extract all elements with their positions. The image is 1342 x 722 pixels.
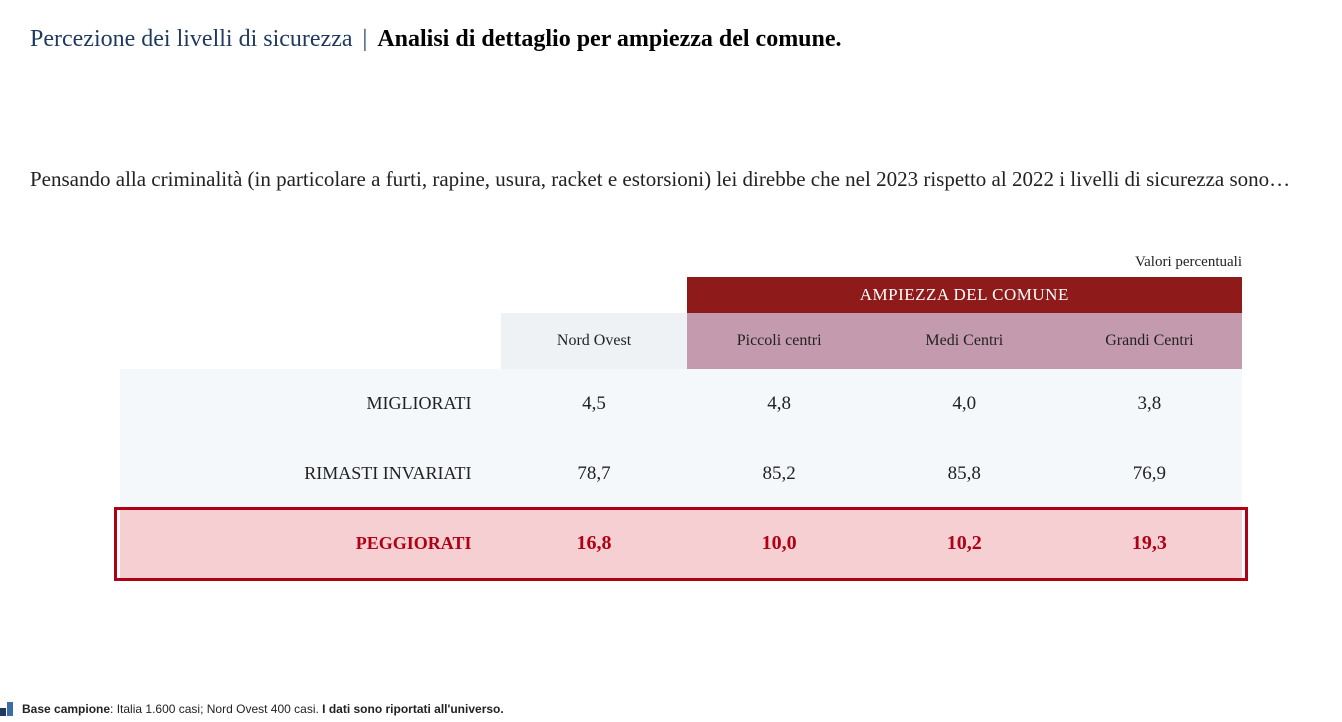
row-label: MIGLIORATI (120, 369, 501, 439)
table-cell: 10,0 (687, 509, 872, 579)
table-cell: 10,2 (872, 509, 1057, 579)
table-row: RIMASTI INVARIATI 78,7 85,2 85,8 76,9 (120, 439, 1242, 509)
row-label: RIMASTI INVARIATI (120, 439, 501, 509)
slide-title: Percezione dei livelli di sicurezza | An… (30, 24, 1312, 55)
table-cell: 85,2 (687, 439, 872, 509)
column-header: Nord Ovest (501, 313, 686, 369)
table-cell: 76,9 (1057, 439, 1242, 509)
super-header-banner: AMPIEZZA DEL COMUNE (687, 277, 1242, 313)
table-row: MIGLIORATI 4,5 4,8 4,0 3,8 (120, 369, 1242, 439)
table-cell: 78,7 (501, 439, 686, 509)
footer-bold-2: I dati sono riportati all'universo. (322, 702, 504, 716)
survey-question: Pensando alla criminalità (in particolar… (0, 165, 1342, 193)
column-header: Grandi Centri (1057, 313, 1242, 369)
footer-text: Base campione: Italia 1.600 casi; Nord O… (22, 702, 504, 716)
table-cell: 4,8 (687, 369, 872, 439)
table-cell: 4,0 (872, 369, 1057, 439)
super-header-spacer (120, 277, 501, 313)
units-label: Valori percentuali (0, 254, 1342, 271)
column-header: Piccoli centri (687, 313, 872, 369)
table-cell: 85,8 (872, 439, 1057, 509)
data-table-wrap: AMPIEZZA DEL COMUNE Nord Ovest Piccoli c… (0, 277, 1342, 579)
footer-logo-icon (0, 700, 16, 716)
footer-mid: : Italia 1.600 casi; Nord Ovest 400 casi… (110, 702, 322, 716)
table-column-header-row: Nord Ovest Piccoli centri Medi Centri Gr… (120, 313, 1242, 369)
table-cell: 3,8 (1057, 369, 1242, 439)
row-label: PEGGIORATI (120, 509, 501, 579)
table-cell: 4,5 (501, 369, 686, 439)
data-table: AMPIEZZA DEL COMUNE Nord Ovest Piccoli c… (120, 277, 1242, 579)
table-super-header-row: AMPIEZZA DEL COMUNE (120, 277, 1242, 313)
title-bold-part: Analisi di dettaglio per ampiezza del co… (377, 26, 841, 52)
footer-bold-1: Base campione (22, 702, 110, 716)
slide-header: Percezione dei livelli di sicurezza | An… (0, 0, 1342, 55)
title-separator: | (363, 26, 368, 52)
table-cell: 16,8 (501, 509, 686, 579)
super-header-spacer (501, 277, 686, 313)
footer: Base campione: Italia 1.600 casi; Nord O… (0, 700, 504, 716)
table-cell: 19,3 (1057, 509, 1242, 579)
title-light-part: Percezione dei livelli di sicurezza (30, 26, 353, 52)
column-header: Medi Centri (872, 313, 1057, 369)
table-row-highlighted: PEGGIORATI 16,8 10,0 10,2 19,3 (120, 509, 1242, 579)
column-header-blank (120, 313, 501, 369)
